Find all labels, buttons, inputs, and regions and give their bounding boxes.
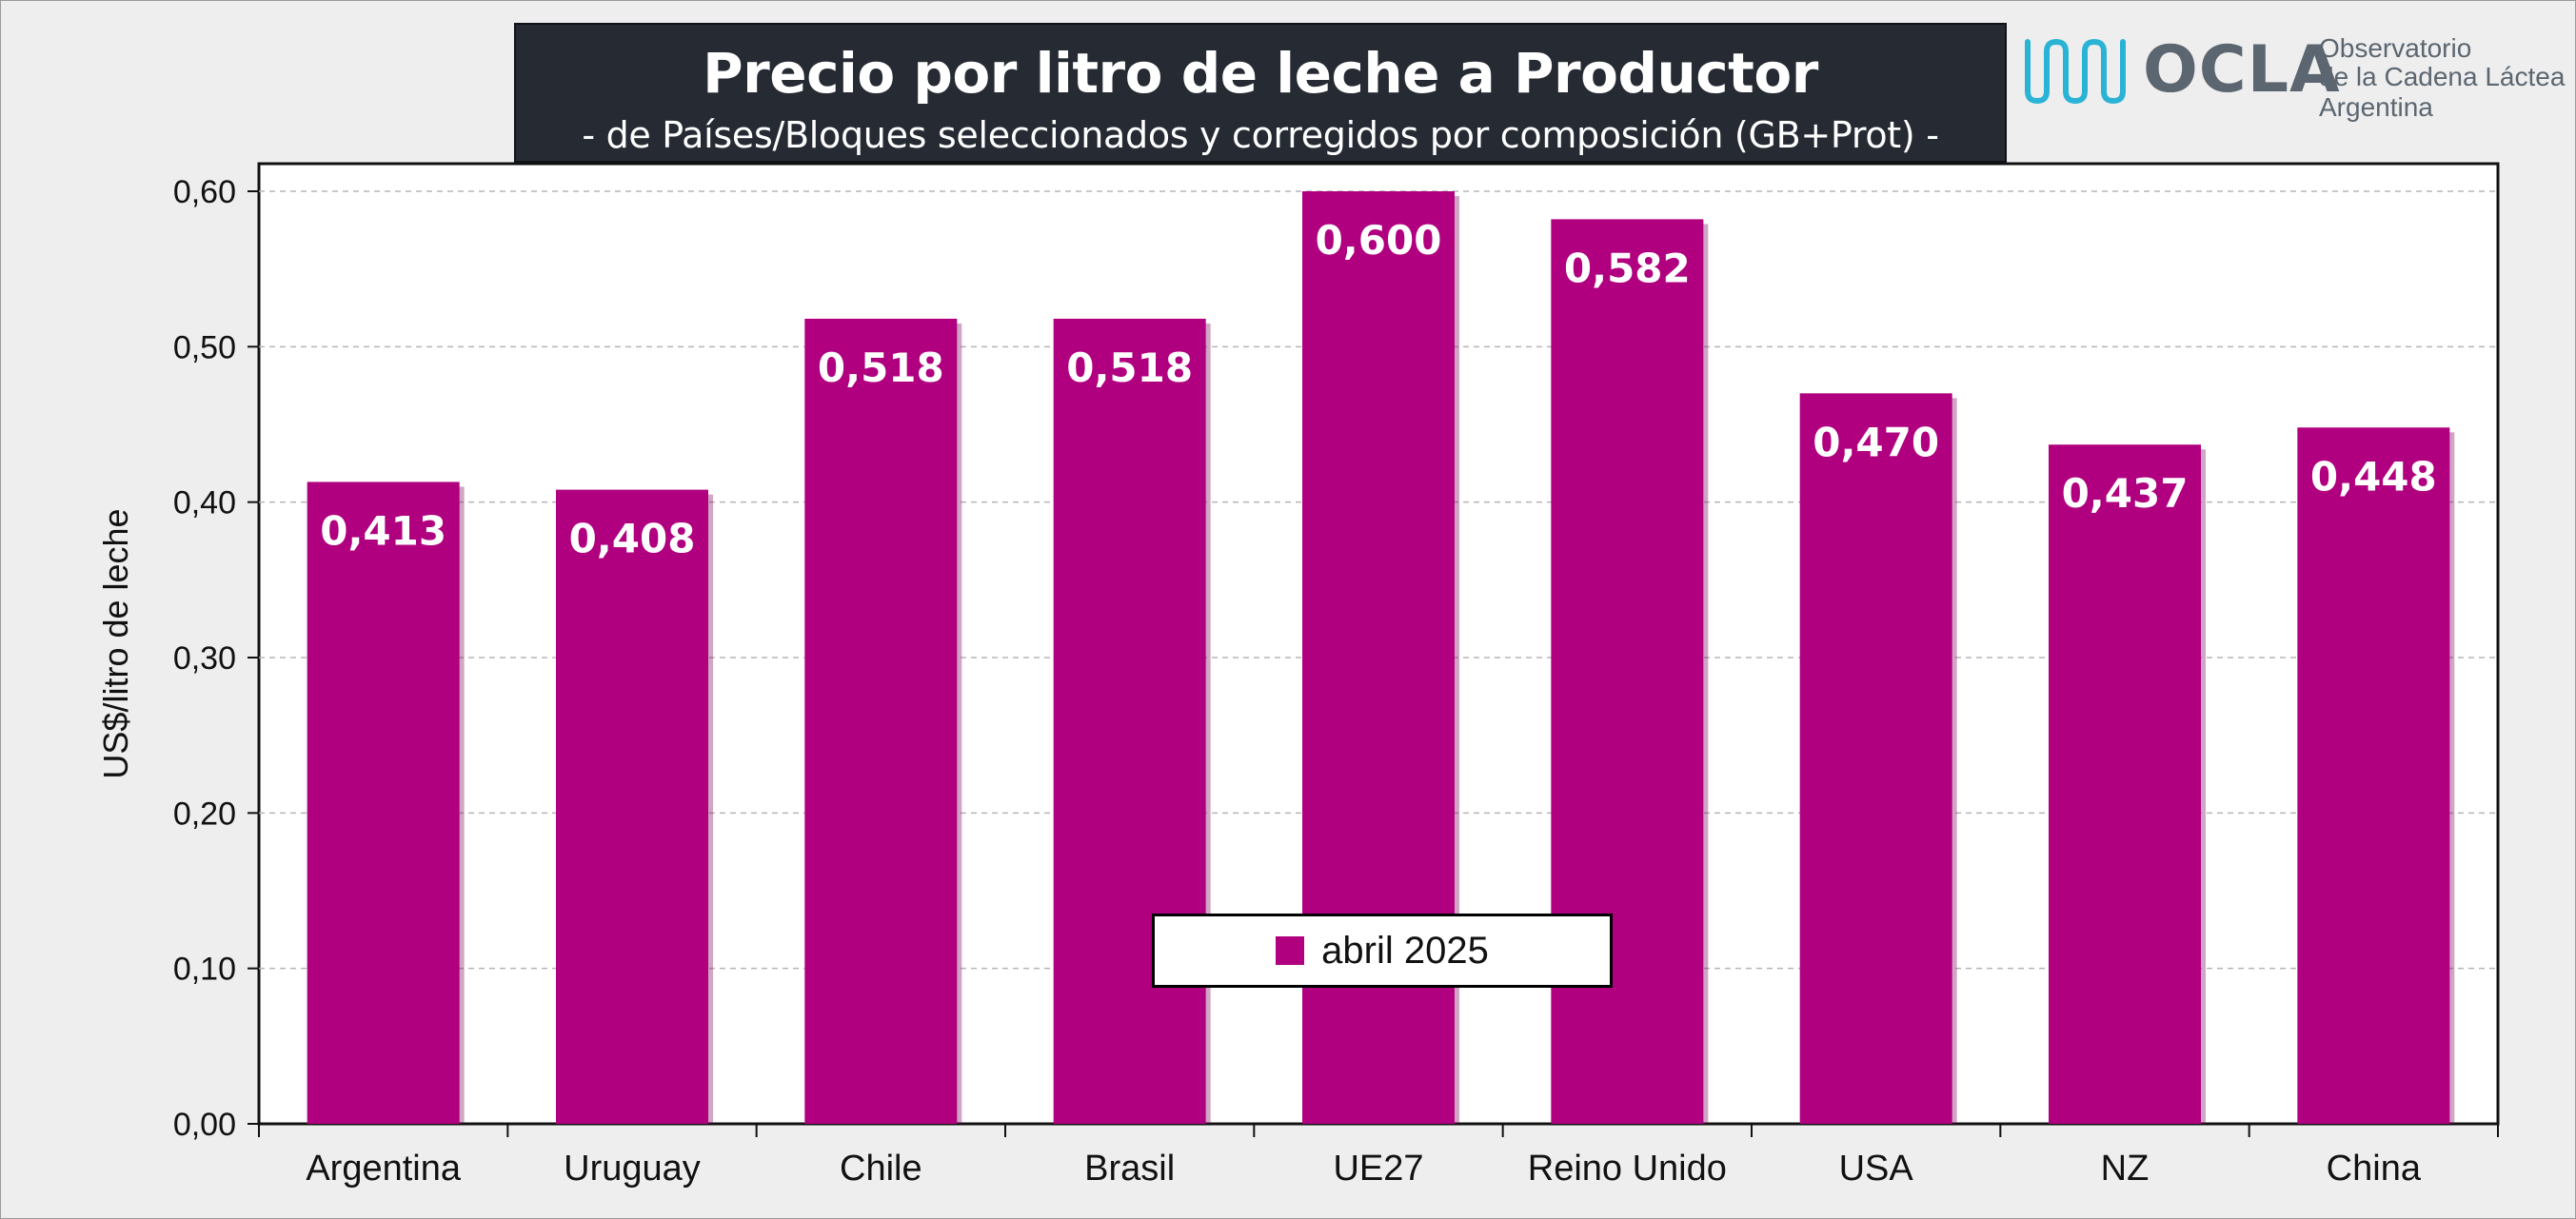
logo-line1: Observatorio [2319,33,2472,63]
data-label: 0,448 [2310,453,2437,500]
ocla-logo: OCLA Observatorio de la Cadena Láctea Ar… [2024,25,2566,139]
data-label: 0,518 [818,344,944,391]
data-label: 0,518 [1066,344,1193,391]
y-tick-label: 0,50 [173,329,236,365]
y-tick-label: 0,40 [173,485,236,521]
bar [556,489,708,1124]
x-tick-label: NZ [2101,1149,2150,1189]
bar [1799,393,1952,1124]
bar [804,318,958,1124]
bar [1551,219,1704,1124]
bar [2049,444,2201,1124]
y-tick-label: 0,30 [173,640,236,677]
x-tick-label: Chile [840,1149,922,1189]
data-label: 0,437 [2062,470,2189,517]
y-tick-label: 0,60 [173,174,236,210]
data-label: 0,582 [1564,245,1691,291]
data-label: 0,408 [569,516,696,562]
logo-line3: Argentina [2319,92,2433,122]
x-tick-label: Brasil [1084,1149,1175,1189]
y-tick-label: 0,20 [173,796,236,832]
logo-name: OCLA [2143,32,2341,108]
logo-line2: de la Cadena Láctea [2319,62,2566,91]
data-label: 0,600 [1316,217,1442,264]
x-tick-label: Reino Unido [1528,1149,1727,1189]
bar [2297,427,2450,1124]
data-label: 0,470 [1813,419,1939,465]
bar [307,482,460,1124]
data-label: 0,413 [320,507,446,554]
chart-title-box: Precio por litro de leche a Productor - … [514,23,2007,163]
legend-swatch [1276,936,1305,965]
legend-label: abril 2025 [1321,929,1489,972]
x-tick-label: Uruguay [564,1149,701,1189]
chart-subtitle: - de Países/Bloques seleccionados y corr… [582,114,1939,156]
milk-wave-icon [2025,38,2126,105]
y-tick-label: 0,00 [173,1107,236,1143]
x-tick-label: USA [1839,1149,1914,1189]
x-tick-label: China [2327,1149,2422,1189]
y-tick-label: 0,10 [173,952,236,988]
bar [1053,318,1206,1124]
x-tick-label: Argentina [306,1149,462,1189]
chart-title: Precio por litro de leche a Productor [703,41,1818,106]
x-tick-label: UE27 [1333,1149,1423,1189]
y-axis-label: US$/litro de leche [96,508,135,778]
legend: abril 2025 [1152,914,1613,988]
